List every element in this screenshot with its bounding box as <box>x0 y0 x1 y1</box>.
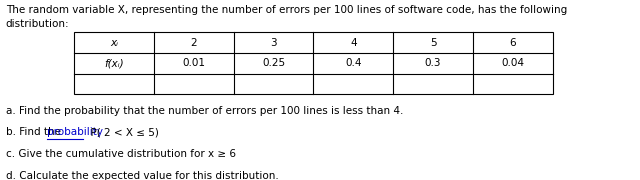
Text: 3: 3 <box>270 38 277 48</box>
Text: 5: 5 <box>429 38 436 48</box>
Text: 0.25: 0.25 <box>262 58 285 68</box>
Text: b. Find the: b. Find the <box>6 127 64 138</box>
Text: 2: 2 <box>191 38 197 48</box>
Text: xᵢ: xᵢ <box>110 38 118 48</box>
Text: 6: 6 <box>509 38 516 48</box>
Text: d. Calculate the expected value for this distribution.: d. Calculate the expected value for this… <box>6 171 278 180</box>
Text: 0.3: 0.3 <box>425 58 442 68</box>
Text: c. Give the cumulative distribution for x ≥ 6: c. Give the cumulative distribution for … <box>6 149 236 159</box>
Text: f(xᵢ): f(xᵢ) <box>104 58 124 68</box>
Text: 0.04: 0.04 <box>501 58 524 68</box>
Text: probability: probability <box>47 127 103 138</box>
Text: 4: 4 <box>350 38 356 48</box>
Text: a. Find the probability that the number of errors per 100 lines is less than 4.: a. Find the probability that the number … <box>6 105 403 116</box>
Text: P( 2 < X ≤ 5): P( 2 < X ≤ 5) <box>84 127 159 138</box>
Text: 0.01: 0.01 <box>182 58 205 68</box>
Text: 0.4: 0.4 <box>345 58 362 68</box>
Text: The random variable X, representing the number of errors per 100 lines of softwa: The random variable X, representing the … <box>6 5 567 15</box>
Text: distribution:: distribution: <box>6 19 69 30</box>
